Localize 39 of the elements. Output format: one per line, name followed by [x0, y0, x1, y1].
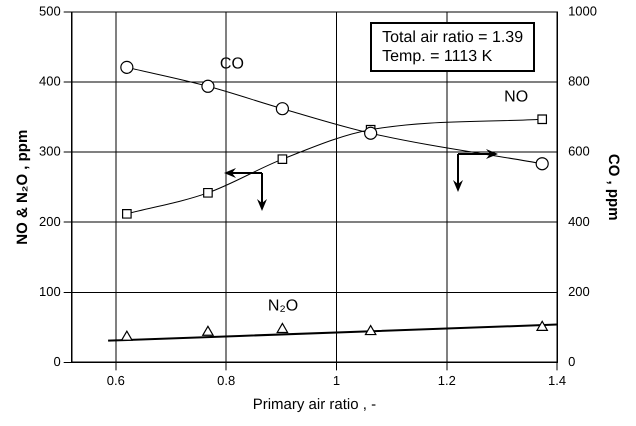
x-tick-label: 0.6: [106, 372, 125, 388]
point: [364, 126, 378, 140]
series-label: N₂O: [268, 298, 298, 315]
y2-tick-label: 200: [568, 284, 590, 299]
point: [120, 60, 134, 74]
y2-axis-title: CO , ppm: [604, 154, 622, 221]
x-tick-label: 1.2: [438, 372, 456, 388]
point: [276, 102, 289, 116]
y2-tick-label: 600: [568, 144, 590, 159]
point: [537, 114, 548, 124]
point: [202, 326, 214, 336]
y2-tick-label: 1000: [568, 4, 597, 19]
x-tick-label: 0.8: [217, 372, 236, 388]
y2-tick-label: 800: [568, 74, 590, 89]
y2-tick-label: 0: [568, 354, 576, 369]
series-label: NO: [504, 88, 528, 106]
y-tick-label: 0: [53, 354, 61, 369]
y-tick-label: 100: [38, 284, 61, 299]
annotation: Total air ratio = 1.39: [382, 28, 524, 47]
x-tick-label: 1.4: [548, 372, 566, 388]
y-tick-label: 300: [38, 144, 61, 159]
y-tick-label: 500: [38, 4, 61, 19]
point: [276, 322, 288, 334]
y2-tick-label: 400: [568, 214, 590, 229]
annotation: Temp. = 1113 K: [382, 47, 494, 66]
point: [536, 320, 548, 331]
y-tick-label: 400: [38, 74, 61, 89]
point: [278, 154, 288, 164]
point: [364, 324, 376, 336]
point: [122, 208, 132, 219]
y-tick-label: 200: [38, 214, 61, 229]
point: [121, 330, 133, 341]
x-axis-title: Primary air ratio , -: [252, 396, 376, 414]
point: [201, 80, 215, 93]
x-tick-label: 1: [332, 372, 340, 388]
y-axis-title: NO & N₂O , ppm: [14, 130, 32, 245]
point: [203, 188, 213, 198]
note-box: Total air ratio = 1.39 Temp. = 1113 K: [370, 22, 536, 72]
point: [536, 157, 549, 170]
